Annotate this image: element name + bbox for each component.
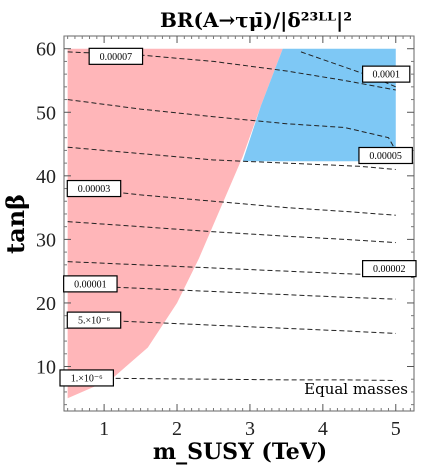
contour-line-3 [67, 146, 396, 170]
svg-text:0.00007: 0.00007 [100, 52, 133, 63]
contour-label: 0.00002 [362, 260, 417, 278]
y-axis-label: tanβ [1, 194, 30, 254]
x-tick-label: 4 [318, 418, 328, 440]
region-pink-excluded [67, 48, 283, 399]
contour-line-5 [67, 221, 396, 244]
contour-label: 5.×10⁻⁶ [66, 311, 122, 329]
contour-label: 0.0001 [362, 65, 411, 83]
equal-masses-annotation: Equal masses [304, 380, 408, 398]
x-tick-label: 3 [245, 418, 255, 440]
x-tick-label: 5 [391, 418, 401, 440]
contour-line-6 [67, 261, 396, 277]
y-tick-label: 50 [36, 102, 56, 124]
contour-labels: 0.00007 0.0001 0.00005 0.00003 0.00002 0.0000… [59, 47, 417, 387]
x-tick-label: 2 [172, 418, 182, 440]
contour-label: 0.00003 [66, 179, 122, 198]
contour-label: 0.00005 [358, 146, 413, 165]
contour-label: 1.×10⁻⁶ [59, 369, 115, 387]
contour-line-2 [67, 99, 397, 151]
region-blue-excluded [242, 48, 396, 162]
x-tick-label: 1 [99, 418, 109, 440]
svg-text:0.00005: 0.00005 [369, 151, 402, 162]
contour-line-8 [67, 318, 396, 334]
y-tick-label: 10 [36, 357, 56, 379]
contour-line-9 [67, 377, 396, 381]
y-tick-label: 40 [36, 166, 56, 188]
plot-frame [63, 35, 415, 412]
svg-text:0.00003: 0.00003 [78, 184, 111, 195]
contour-label: 0.00007 [88, 47, 144, 65]
axis-ticks: 1 2 3 4 5 10 20 30 40 50 60 [36, 35, 414, 440]
y-tick-label: 20 [36, 293, 56, 315]
y-tick-label: 30 [36, 229, 56, 251]
plot-area [67, 48, 397, 399]
svg-text:0.00001: 0.00001 [74, 279, 107, 290]
svg-text:0.00002: 0.00002 [373, 264, 406, 275]
x-axis-label: m_SUSY (TeV) [153, 439, 327, 465]
contour-line-7 [67, 284, 396, 300]
contour-label: 0.00001 [63, 275, 118, 293]
chart-title: BR(A→τμ̄)/|δ²³ᴸᴸ|² [160, 8, 352, 32]
svg-text:5.×10⁻⁶: 5.×10⁻⁶ [78, 316, 110, 327]
svg-text:0.0001: 0.0001 [372, 70, 400, 81]
svg-text:1.×10⁻⁶: 1.×10⁻⁶ [71, 373, 103, 384]
y-tick-label: 60 [36, 39, 56, 61]
